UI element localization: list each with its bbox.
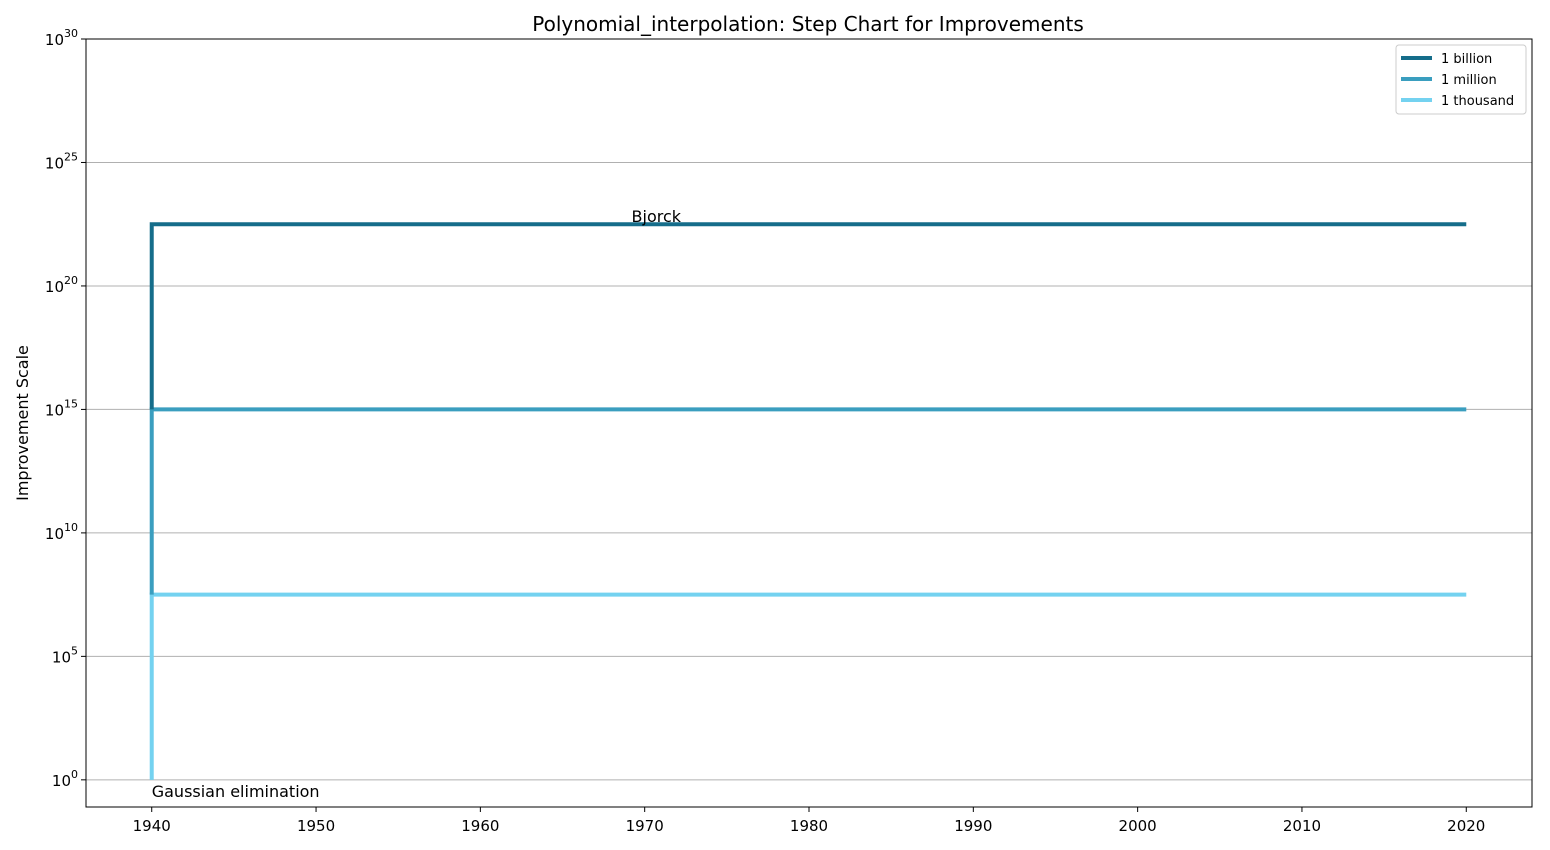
annotation-label: Gaussian elimination — [152, 782, 320, 801]
y-tick-exponent: 30 — [64, 27, 78, 40]
y-tick-exponent: 15 — [64, 397, 78, 410]
y-tick-exponent: 10 — [64, 521, 78, 534]
series-line — [149, 222, 1467, 410]
y-tick-label: 1030 — [45, 27, 78, 49]
y-tick-label: 1010 — [45, 521, 78, 543]
y-tick-label: 105 — [52, 644, 78, 666]
y-tick-exponent: 20 — [64, 274, 78, 287]
y-tick-exponent: 5 — [71, 644, 78, 657]
y-axis-label: Improvement Scale — [13, 345, 32, 501]
y-tick-base: 10 — [45, 154, 64, 172]
annotation-label: Bjorck — [632, 207, 682, 226]
x-tick-label: 2020 — [1447, 817, 1485, 835]
y-tick-exponent: 0 — [71, 768, 78, 781]
x-tick-label: 2000 — [1119, 817, 1157, 835]
x-tick-label: 1970 — [626, 817, 664, 835]
annotations: Bjorck Gaussian elimination — [152, 207, 682, 801]
legend-box — [1395, 44, 1527, 115]
y-tick-base: 10 — [45, 278, 64, 296]
x-tick-label: 1980 — [790, 817, 828, 835]
x-axis-ticks: 1940 1950 1960 1970 1980 1990 2000 2010 2020 — [133, 807, 1485, 835]
x-tick-label: 1940 — [133, 817, 171, 835]
legend-label: 1 thousand — [1441, 94, 1514, 109]
y-tick-label: 1025 — [45, 150, 78, 172]
y-tick-exponent: 25 — [64, 150, 78, 163]
y-tick-base: 10 — [45, 401, 64, 419]
y-tick-label: 1020 — [45, 274, 78, 296]
chart-title: Polynomial_interpolation: Step Chart for… — [532, 12, 1084, 36]
legend-label: 1 million — [1441, 73, 1497, 88]
legend: 1 billion 1 million 1 thousand — [1395, 44, 1527, 115]
y-tick-base: 10 — [52, 772, 71, 790]
y-tick-label: 100 — [52, 768, 78, 790]
x-tick-label: 2010 — [1283, 817, 1321, 835]
series-lines — [149, 222, 1467, 780]
x-tick-label: 1960 — [461, 817, 499, 835]
y-tick-base: 10 — [45, 525, 64, 543]
x-tick-label: 1990 — [954, 817, 992, 835]
x-tick-label: 1950 — [297, 817, 335, 835]
y-tick-base: 10 — [45, 31, 64, 49]
y-tick-label: 1015 — [45, 397, 78, 419]
legend-label: 1 billion — [1441, 52, 1492, 67]
y-tick-base: 10 — [52, 648, 71, 666]
